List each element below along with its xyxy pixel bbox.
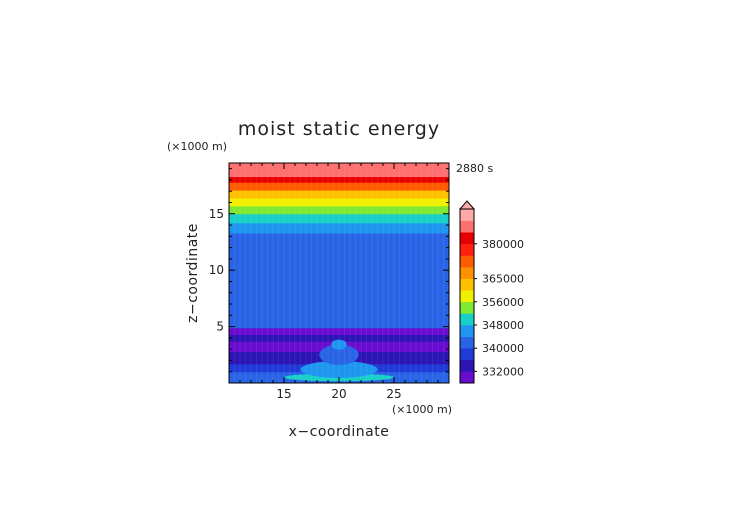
colorbar-swatch	[460, 336, 474, 349]
layer-10	[229, 213, 449, 224]
y-unit-label: (×1000 m)	[167, 140, 227, 153]
x-tick-label: 25	[386, 387, 401, 401]
colorbar-swatch	[460, 220, 474, 233]
colorbar-label: 340000	[482, 342, 524, 355]
layer-14	[229, 182, 449, 191]
plot-frame	[228, 162, 450, 384]
time-label: 2880 s	[456, 162, 493, 175]
layer-9	[229, 222, 449, 234]
colorbar-swatch	[460, 243, 474, 256]
x-axis-label: x−coordinate	[289, 424, 390, 440]
colorbar-swatch	[460, 359, 474, 372]
colorbar-swatch	[460, 209, 474, 221]
colorbar-swatch	[460, 255, 474, 268]
colorbar-label: 380000	[482, 238, 524, 251]
colorbar-swatch	[460, 267, 474, 279]
x-tick-label: 15	[276, 387, 291, 401]
colorbar-swatch	[460, 325, 474, 337]
plot-area	[229, 163, 449, 383]
y-tick-label: 5	[216, 320, 224, 334]
colorbar-extend-arrow	[458, 200, 476, 210]
colorbar-label: 348000	[482, 319, 524, 332]
colorbar-swatch	[460, 278, 474, 291]
plume-contour-2	[319, 344, 359, 365]
y-tick-label: 15	[209, 207, 224, 221]
colorbar-labels: 332000 340000 348000 356000 365000 380000	[474, 238, 524, 378]
layer-6	[229, 327, 449, 335]
colorbar-label: 332000	[482, 365, 524, 378]
colorbar-swatch	[460, 290, 474, 303]
plume-contour-1	[300, 361, 378, 378]
colorbar-swatch	[460, 348, 474, 361]
layer-15	[229, 176, 449, 183]
layer-5	[229, 334, 449, 342]
colorbar-swatch	[460, 232, 474, 245]
layer-11	[229, 205, 449, 215]
colorbar-swatch	[460, 371, 474, 384]
colorbar-swatch	[460, 313, 474, 326]
plume-contour-3	[331, 339, 347, 350]
colorbar-label: 356000	[482, 296, 524, 309]
x-tick-label: 20	[331, 387, 346, 401]
colorbar	[458, 200, 476, 384]
layer-12	[229, 197, 449, 207]
layer-8	[229, 232, 449, 254]
x-unit-label: (×1000 m)	[392, 403, 452, 416]
colorbar-swatch	[460, 301, 474, 314]
colorbar-label: 365000	[482, 273, 524, 286]
y-axis-label: z−coordinate	[185, 223, 201, 323]
y-tick-label: 10	[209, 263, 224, 277]
layer-13	[229, 190, 449, 199]
layer-7	[229, 253, 449, 329]
chart-title: moist static energy	[238, 118, 440, 140]
